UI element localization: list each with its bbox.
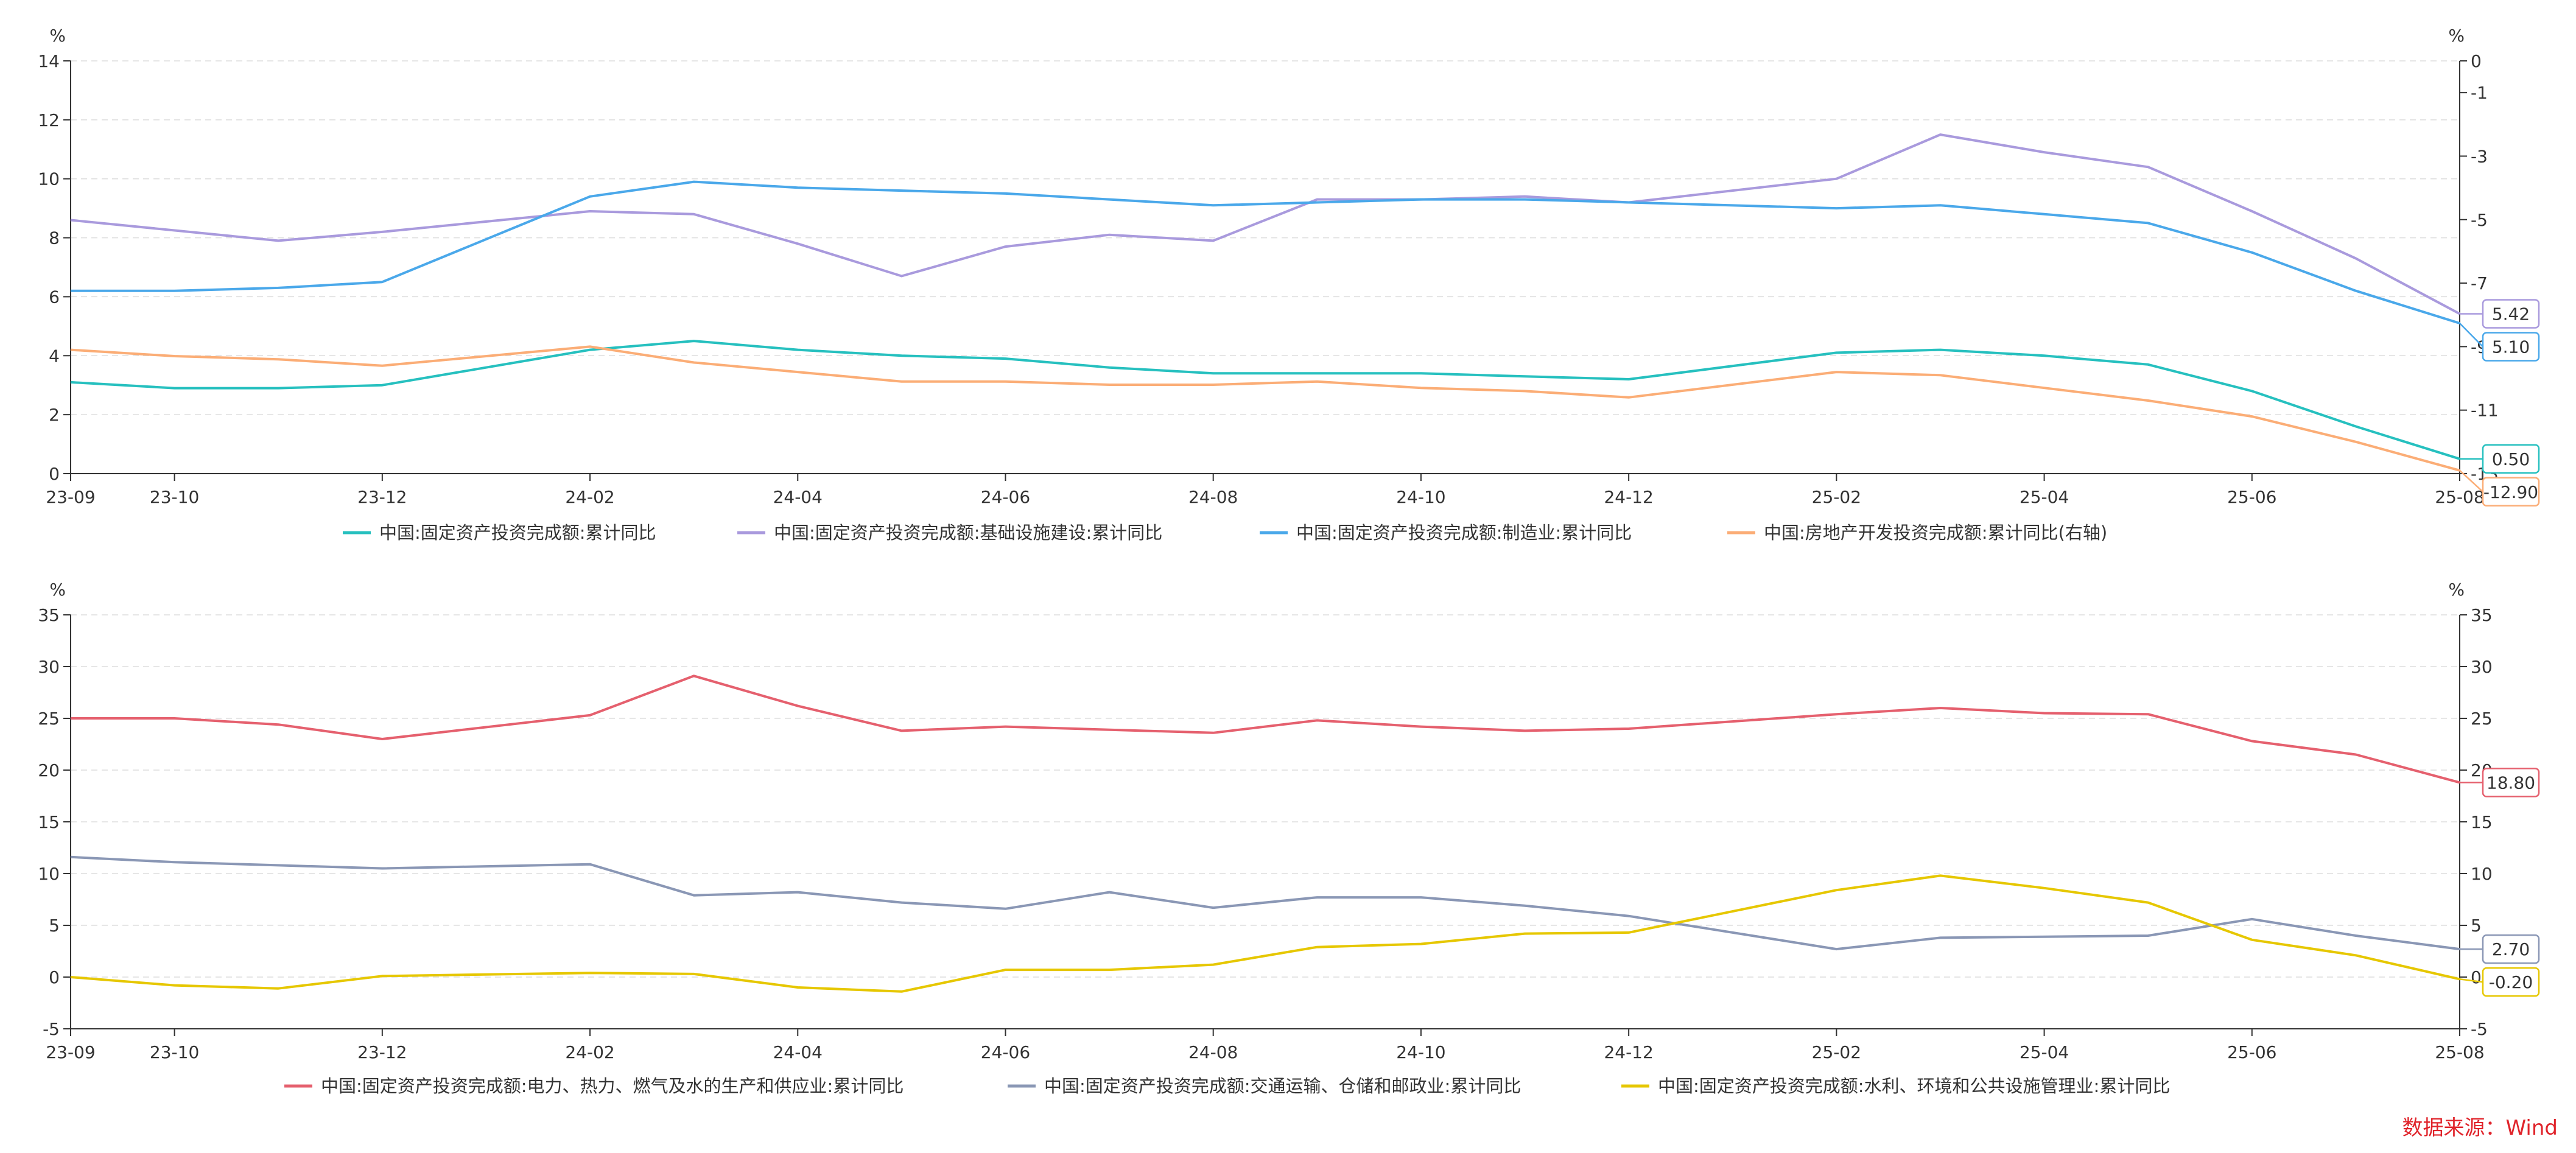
end-label-box — [2482, 332, 2540, 362]
x-axis-tick-label: 23-12 — [357, 1042, 407, 1062]
x-axis-tick-label: 24-10 — [1396, 1042, 1445, 1062]
left-axis-tick-label: 2 — [49, 405, 60, 425]
x-axis-tick-label: 25-02 — [1812, 487, 1861, 507]
end-value-label: -12.90 — [2483, 482, 2538, 502]
left-axis-tick-label: 30 — [38, 657, 60, 677]
series-line-3 — [70, 874, 2460, 993]
x-axis-tick-label: 25-06 — [2227, 487, 2276, 507]
end-label-connector — [2459, 978, 2483, 983]
end-value-label: 5.42 — [2492, 304, 2530, 324]
right-axis-tick-label: 10 — [2471, 864, 2493, 884]
x-axis-tick-label: 24-10 — [1396, 487, 1445, 507]
left-axis-unit: % — [49, 26, 66, 46]
legend-label-4: 中国:房地产开发投资完成额:累计同比(右轴) — [1764, 522, 2107, 543]
end-label-box — [2482, 967, 2540, 997]
right-axis-tick-label: -5 — [2471, 210, 2488, 230]
x-axis-tick-label: 23-10 — [150, 1042, 199, 1062]
left-axis-tick-label: 14 — [38, 51, 60, 71]
right-axis-tick-label: 15 — [2471, 812, 2493, 832]
left-axis-tick-label: 0 — [49, 464, 60, 484]
right-axis-tick-label: 30 — [2471, 657, 2493, 677]
end-value-label: -0.20 — [2489, 972, 2533, 992]
right-axis-tick-label: 0 — [2471, 51, 2482, 71]
series-line-3 — [71, 180, 2460, 324]
left-axis-tick-label: 20 — [38, 760, 60, 780]
series-line-1 — [70, 340, 2460, 460]
x-axis-tick-label: 23-09 — [46, 487, 95, 507]
legend-label-3: 中国:固定资产投资完成额:制造业:累计同比 — [1296, 522, 1632, 543]
legend-label-1: 中国:固定资产投资完成额:电力、热力、燃气及水的生产和供应业:累计同比 — [321, 1076, 904, 1096]
x-axis-tick-label: 23-12 — [357, 487, 407, 507]
left-axis-tick-label: 12 — [38, 110, 60, 130]
x-axis-tick-label: 24-06 — [981, 487, 1030, 507]
right-axis-tick-label: -11 — [2471, 401, 2499, 421]
left-axis-tick-label: 10 — [38, 864, 60, 884]
end-value-label: 2.70 — [2492, 939, 2530, 959]
x-axis-tick-label: 23-10 — [150, 487, 199, 507]
right-axis-tick-label: -5 — [2471, 1019, 2488, 1039]
legend-label-3: 中国:固定资产投资完成额:水利、环境和公共设施管理业:累计同比 — [1658, 1076, 2170, 1096]
right-axis-tick-label: -7 — [2471, 273, 2488, 293]
left-axis-tick-label: 6 — [49, 287, 60, 307]
right-axis-tick-label: -1 — [2471, 83, 2488, 103]
legend-label-2: 中国:固定资产投资完成额:基础设施建设:累计同比 — [774, 522, 1162, 543]
right-axis-tick-label: -3 — [2471, 146, 2488, 166]
x-axis-tick-label: 25-08 — [2435, 1042, 2484, 1062]
x-axis-tick-label: 24-12 — [1604, 487, 1653, 507]
x-axis-tick-label: 24-12 — [1604, 1042, 1653, 1062]
legend-label-1: 中国:固定资产投资完成额:累计同比 — [379, 522, 656, 543]
left-axis-tick-label: 0 — [49, 967, 60, 987]
left-axis-tick-label: 25 — [38, 709, 60, 729]
right-axis-unit: % — [2448, 580, 2465, 600]
x-axis-tick-label: 23-09 — [46, 1042, 95, 1062]
x-axis-tick-label: 24-08 — [1188, 487, 1238, 507]
x-axis-tick-label: 24-02 — [565, 487, 614, 507]
right-axis-tick-label: 25 — [2471, 709, 2493, 729]
end-label-box — [2482, 444, 2540, 474]
series-line-2 — [70, 855, 2460, 951]
data-source-note: 数据来源：Wind — [2402, 1116, 2558, 1140]
end-label-connector — [2459, 323, 2483, 348]
legend-label-2: 中国:固定资产投资完成额:交通运输、仓储和邮政业:累计同比 — [1044, 1076, 1521, 1096]
right-axis-tick-label: 35 — [2471, 605, 2493, 625]
x-axis-tick-label: 24-08 — [1188, 1042, 1238, 1062]
left-axis-tick-label: 15 — [38, 812, 60, 832]
series-line-4 — [70, 345, 2460, 472]
right-axis-tick-label: 0 — [2471, 967, 2482, 987]
left-axis-unit: % — [49, 580, 66, 600]
end-label-box — [2482, 934, 2540, 964]
end-label-connector — [2459, 469, 2483, 492]
series-line-2 — [70, 133, 2460, 315]
x-axis-tick-label: 25-06 — [2227, 1042, 2276, 1062]
end-label-box — [2482, 299, 2540, 329]
x-axis-tick-label: 24-04 — [773, 487, 823, 507]
x-axis-tick-label: 25-02 — [1812, 1042, 1861, 1062]
left-axis-tick-label: 35 — [38, 605, 60, 625]
x-axis-tick-label: 24-04 — [773, 1042, 823, 1062]
x-axis-tick-label: 25-08 — [2435, 487, 2484, 507]
end-label-box — [2482, 768, 2540, 797]
end-value-label: 0.50 — [2492, 449, 2530, 469]
x-axis-tick-label: 25-04 — [2020, 487, 2069, 507]
right-axis-unit: % — [2448, 26, 2465, 46]
left-axis-tick-label: 8 — [49, 228, 60, 248]
left-axis-tick-label: 5 — [49, 916, 60, 936]
end-value-label: 18.80 — [2487, 773, 2535, 793]
series-line-1 — [71, 675, 2460, 784]
x-axis-tick-label: 24-02 — [565, 1042, 614, 1062]
x-axis-tick-label: 25-04 — [2020, 1042, 2069, 1062]
left-axis-tick-label: 10 — [38, 169, 60, 189]
end-value-label: 5.10 — [2492, 337, 2530, 357]
left-axis-tick-label: -5 — [43, 1019, 60, 1039]
end-label-box — [2482, 477, 2540, 507]
left-axis-tick-label: 4 — [49, 346, 60, 366]
x-axis-tick-label: 24-06 — [981, 1042, 1030, 1062]
right-axis-tick-label: 5 — [2471, 916, 2482, 936]
